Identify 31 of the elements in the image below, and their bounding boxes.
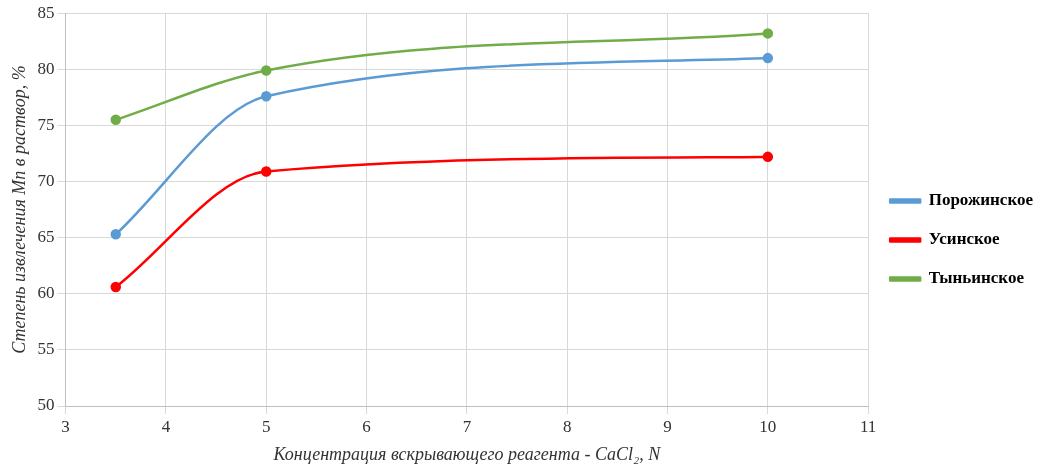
x-tick-label: 10 bbox=[759, 416, 777, 436]
point bbox=[260, 65, 272, 76]
point bbox=[762, 151, 774, 163]
point bbox=[260, 91, 272, 102]
y-tick-label: 65 bbox=[37, 227, 55, 247]
y-axis-title: Степень извлечения Mn в раствор, % bbox=[8, 65, 29, 354]
x-tick-label: 9 bbox=[663, 416, 672, 436]
legend-label: Порожинское bbox=[928, 190, 1034, 210]
y-tick-label: 55 bbox=[37, 339, 55, 359]
point bbox=[762, 28, 774, 39]
legend-label: Усинское bbox=[928, 229, 1001, 249]
x-tick-label: 7 bbox=[462, 416, 472, 436]
x-tick-label: 3 bbox=[61, 416, 70, 436]
legend-label: Тыньинское bbox=[928, 268, 1025, 288]
point bbox=[110, 281, 122, 293]
y-tick-label: 85 bbox=[37, 2, 55, 22]
point bbox=[762, 52, 774, 64]
y-tick-label: 60 bbox=[37, 283, 55, 303]
x-tick-label: 11 bbox=[859, 416, 877, 436]
point bbox=[110, 114, 122, 126]
x-tick-label: 8 bbox=[562, 416, 572, 436]
point bbox=[110, 229, 122, 240]
point bbox=[260, 166, 272, 177]
x-tick-label: 4 bbox=[161, 416, 171, 436]
x-tick-label: 6 bbox=[362, 416, 371, 436]
y-tick-label: 75 bbox=[37, 114, 55, 134]
y-tick-label: 70 bbox=[37, 171, 55, 191]
x-axis-title: Концентрация вскрывающего реагента - CaCl₂, N bbox=[272, 443, 662, 464]
y-tick-label: 80 bbox=[37, 58, 55, 78]
x-tick-label: 5 bbox=[261, 416, 271, 436]
y-tick-label: 50 bbox=[37, 395, 55, 415]
